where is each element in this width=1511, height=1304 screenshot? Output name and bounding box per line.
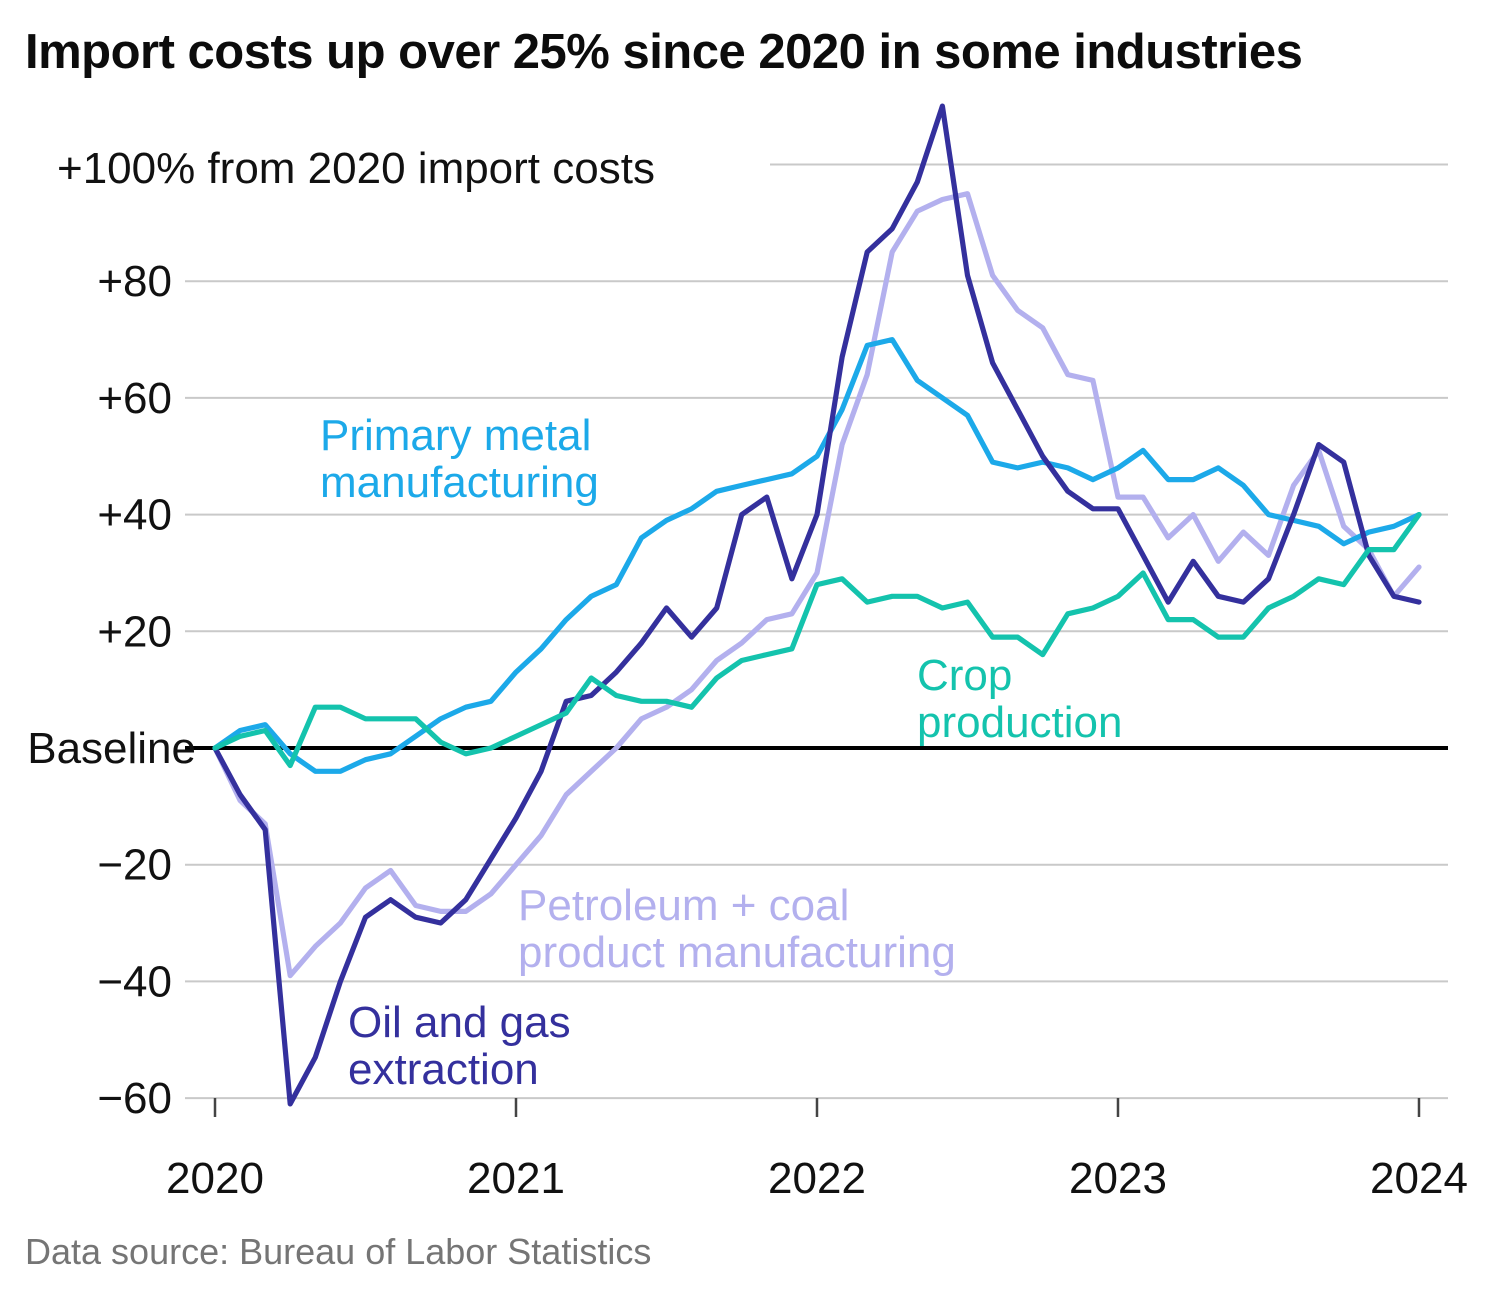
series-line-primary-metal bbox=[212, 337, 1422, 774]
series-label-crop-production: Crop production bbox=[917, 651, 1122, 747]
series-line-crop-production bbox=[212, 511, 1422, 769]
series-label-petroleum-coal: Petroleum + coal product manufacturing bbox=[518, 881, 956, 977]
series-label-oil-gas: Oil and gas extraction bbox=[348, 998, 571, 1094]
series-line-petroleum-coal bbox=[212, 191, 1422, 979]
data-source-note: Data source: Bureau of Labor Statistics bbox=[25, 1231, 652, 1272]
y-axis-labels: +80 +60 +40 +20 −20 −40 −60 Baseline bbox=[27, 257, 196, 1123]
y-tick-label--60: −60 bbox=[97, 1074, 172, 1123]
series-line-oil-gas bbox=[212, 103, 1422, 1107]
chart-title: Import costs up over 25% since 2020 in s… bbox=[25, 25, 1303, 79]
x-tick-label-2022: 2022 bbox=[768, 1154, 866, 1203]
y-tick-label-60: +60 bbox=[97, 374, 172, 423]
x-tick-label-2021: 2021 bbox=[467, 1154, 565, 1203]
baseline-label: Baseline bbox=[27, 724, 196, 773]
series-label-primary-metal: Primary metal manufacturing bbox=[320, 411, 599, 507]
y-tick-label-20: +20 bbox=[97, 607, 172, 656]
y-axis-title: +100% from 2020 import costs bbox=[57, 144, 655, 193]
x-axis: 2020 2021 2022 2023 2024 bbox=[166, 1098, 1468, 1203]
x-tick-label-2023: 2023 bbox=[1069, 1154, 1167, 1203]
y-tick-label--20: −20 bbox=[97, 841, 172, 890]
x-tick-label-2020: 2020 bbox=[166, 1154, 264, 1203]
x-tick-label-2024: 2024 bbox=[1370, 1154, 1468, 1203]
y-tick-label-40: +40 bbox=[97, 491, 172, 540]
y-tick-label--40: −40 bbox=[97, 957, 172, 1006]
y-tick-label-80: +80 bbox=[97, 257, 172, 306]
